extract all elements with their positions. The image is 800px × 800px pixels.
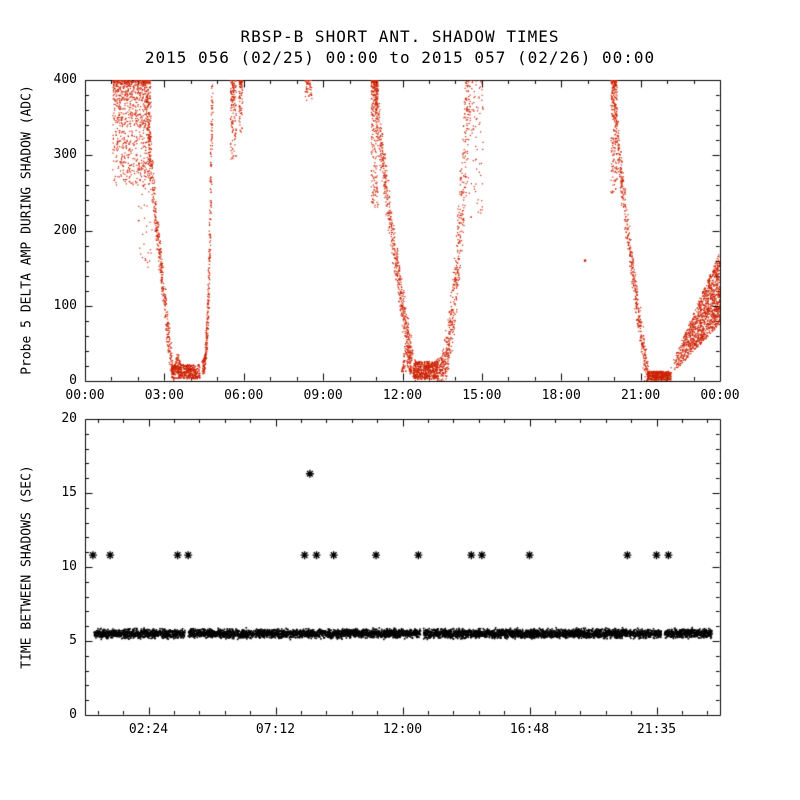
top-y-tick-label: 0: [69, 373, 77, 388]
top-x-tick-label: 00:00: [65, 388, 105, 403]
top-x-tick-label: 00:00: [700, 388, 740, 403]
bottom-y-tick-label: 20: [61, 411, 77, 426]
bottom-x-tick-label: 02:24: [128, 722, 169, 737]
top-x-tick-label: 09:00: [303, 388, 343, 403]
bottom-x-tick-label: 12:00: [382, 722, 423, 737]
top-x-tick-label: 06:00: [224, 388, 264, 403]
top-x-tick-label: 12:00: [382, 388, 423, 403]
bottom-x-tick-label: 16:48: [509, 722, 550, 737]
bottom-x-tick-label: 07:12: [255, 722, 296, 737]
top-y-tick-label: 300: [53, 147, 77, 163]
bottom-y-tick-label: 10: [61, 559, 77, 574]
bottom-y-tick-label: 0: [69, 707, 77, 722]
top-y-tick-label: 400: [53, 72, 77, 87]
top-x-tick-label: 03:00: [144, 388, 184, 403]
chart-title: RBSP-B SHORT ANT. SHADOW TIMES: [240, 27, 560, 46]
top-y-tick-label: 100: [53, 297, 77, 313]
top-y-tick-label: 200: [53, 222, 77, 238]
bottom-y-tick-label: 15: [61, 485, 77, 500]
chart-subtitle: 2015 056 (02/25) 00:00 to 2015 057 (02/2…: [144, 48, 656, 67]
bottom-x-tick-label: 21:35: [636, 722, 677, 737]
top-x-tick-label: 18:00: [541, 388, 581, 403]
top-x-tick-label: 15:00: [462, 388, 502, 403]
top-x-tick-label: 21:00: [621, 388, 661, 403]
bottom-y-tick-label: 5: [69, 633, 77, 648]
